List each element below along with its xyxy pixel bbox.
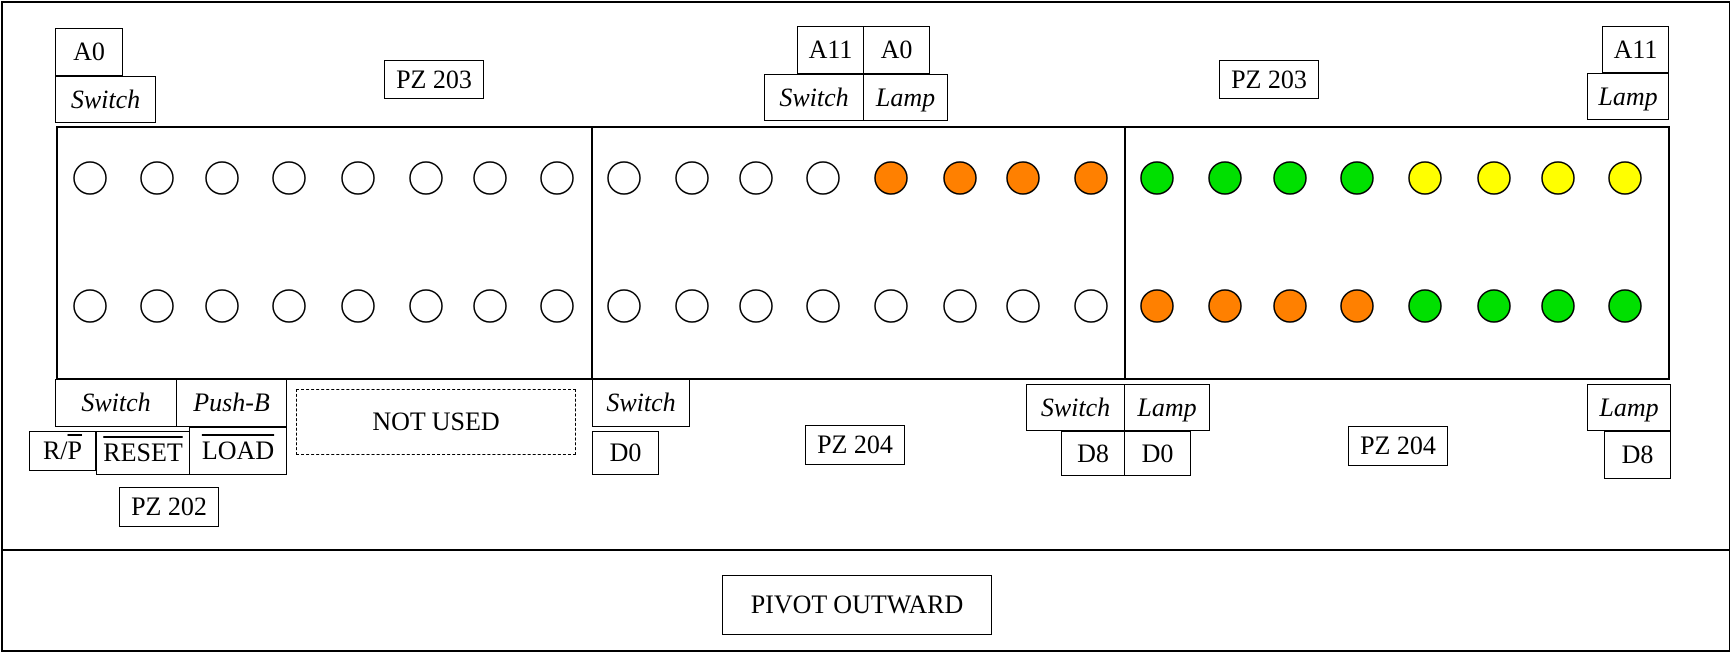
label-pz203-left: PZ 203 (384, 60, 484, 99)
label-a11-top-right: A11 (1602, 26, 1669, 73)
label-p-overlined: P (67, 436, 83, 465)
led-yellow-row1-23 (1541, 161, 1575, 195)
led-orange-row2-18 (1208, 289, 1242, 323)
led-orange-row1-15 (1006, 161, 1040, 195)
led-white-row1-7 (473, 161, 507, 195)
led-green-row2-23 (1541, 289, 1575, 323)
led-white-row1-11 (739, 161, 773, 195)
label-pz202: PZ 202 (119, 487, 219, 527)
led-green-row2-24 (1608, 289, 1642, 323)
label-switch-bottom-left: Switch (55, 379, 177, 427)
led-white-row2-5 (341, 289, 375, 323)
led-yellow-row1-24 (1608, 161, 1642, 195)
label-pz203-right: PZ 203 (1219, 60, 1319, 99)
led-white-row1-1 (73, 161, 107, 195)
led-green-row1-18 (1208, 161, 1242, 195)
led-orange-row1-16 (1074, 161, 1108, 195)
label-switch-top-left: Switch (55, 76, 156, 123)
label-r-p: R/P (29, 431, 96, 471)
led-white-row2-4 (272, 289, 306, 323)
label-a0-top-mid: A0 (863, 26, 930, 74)
label-reset: RESET (96, 431, 190, 475)
label-d8-bottom-right: D8 (1604, 431, 1671, 479)
led-white-row1-5 (341, 161, 375, 195)
led-white-row1-3 (205, 161, 239, 195)
led-white-row1-2 (140, 161, 174, 195)
label-a11-top-mid: A11 (797, 26, 864, 74)
led-green-row1-19 (1273, 161, 1307, 195)
led-white-row1-9 (607, 161, 641, 195)
led-white-row2-15 (1006, 289, 1040, 323)
led-white-row1-6 (409, 161, 443, 195)
label-pushb-bottom-left: Push-B (176, 379, 287, 427)
led-white-row2-13 (874, 289, 908, 323)
led-orange-row1-14 (943, 161, 977, 195)
led-white-row2-10 (675, 289, 709, 323)
led-orange-row2-17 (1140, 289, 1174, 323)
led-green-row2-21 (1408, 289, 1442, 323)
led-yellow-row1-21 (1408, 161, 1442, 195)
led-white-row2-12 (806, 289, 840, 323)
led-orange-row1-13 (874, 161, 908, 195)
led-white-row2-11 (739, 289, 773, 323)
led-orange-row2-20 (1340, 289, 1374, 323)
led-board-frame (56, 126, 1670, 380)
label-d8-bottom-midright: D8 (1061, 431, 1125, 476)
label-d0-bottom-midright: D0 (1124, 431, 1191, 476)
label-pivot-outward: PIVOT OUTWARD (722, 575, 992, 635)
label-switch-top-mid: Switch (764, 74, 864, 121)
label-load-text: LOAD (201, 436, 275, 465)
led-white-row2-16 (1074, 289, 1108, 323)
led-white-row1-8 (540, 161, 574, 195)
led-white-row2-8 (540, 289, 574, 323)
led-white-row2-7 (473, 289, 507, 323)
label-lamp-bottom-right: Lamp (1587, 384, 1671, 431)
label-not-used: NOT USED (296, 389, 576, 455)
led-white-row2-2 (140, 289, 174, 323)
led-green-row1-17 (1140, 161, 1174, 195)
led-white-row1-4 (272, 161, 306, 195)
led-white-row1-12 (806, 161, 840, 195)
label-pz204-right: PZ 204 (1348, 426, 1448, 466)
label-switch-bottom-mid: Switch (592, 379, 690, 427)
led-green-row2-22 (1477, 289, 1511, 323)
led-green-row1-20 (1340, 161, 1374, 195)
led-orange-row2-19 (1273, 289, 1307, 323)
label-reset-text: RESET (103, 438, 183, 467)
label-a0-top-left: A0 (55, 28, 123, 76)
led-white-row2-6 (409, 289, 443, 323)
panel-divider (1, 549, 1729, 551)
label-load: LOAD (189, 427, 287, 475)
label-r: R/ (42, 436, 68, 465)
label-d0-bottom-mid: D0 (592, 431, 659, 475)
label-pz204-left: PZ 204 (805, 425, 905, 465)
label-lamp-bottom-midright: Lamp (1124, 384, 1210, 431)
led-white-row1-10 (675, 161, 709, 195)
label-lamp-top-right: Lamp (1587, 73, 1669, 120)
label-switch-bottom-midright: Switch (1026, 384, 1125, 431)
led-white-row2-1 (73, 289, 107, 323)
led-group (73, 161, 1642, 323)
led-yellow-row1-22 (1477, 161, 1511, 195)
led-white-row2-14 (943, 289, 977, 323)
led-white-row2-3 (205, 289, 239, 323)
led-white-row2-9 (607, 289, 641, 323)
label-lamp-top-mid: Lamp (863, 74, 948, 121)
